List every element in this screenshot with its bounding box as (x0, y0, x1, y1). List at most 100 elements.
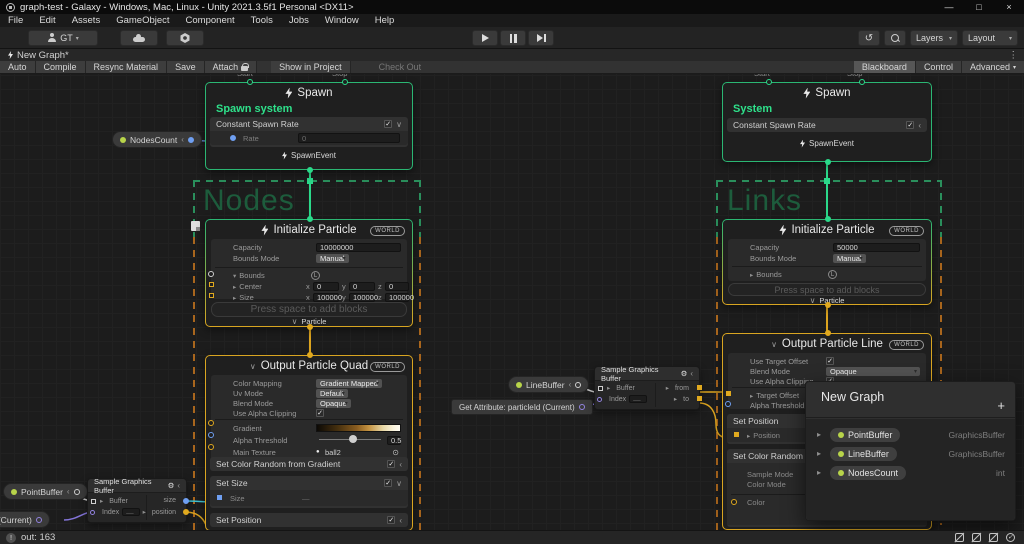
alpha-slider-knob[interactable] (349, 435, 357, 443)
alpha-threshold-input-port[interactable] (725, 401, 731, 407)
context-output-port[interactable] (307, 324, 313, 330)
parameter-row[interactable]: ▸ LineBuffer GraphicsBuffer (806, 444, 1015, 463)
index-input-port[interactable] (90, 510, 95, 515)
pill-output-port[interactable] (187, 136, 194, 143)
layout-dropdown[interactable]: Layout ▾ (962, 30, 1018, 46)
pill-output-port[interactable] (35, 516, 42, 523)
pill-output-port[interactable] (578, 404, 585, 410)
attach-button[interactable]: Attach (204, 61, 258, 73)
expand-chevron-icon[interactable]: ‹ (918, 120, 921, 130)
index-field[interactable]: — (629, 395, 648, 404)
close-button[interactable]: × (1006, 2, 1012, 12)
menu-help[interactable]: Help (374, 15, 395, 26)
pause-button[interactable] (500, 30, 526, 46)
initialize-particle-node[interactable]: Initialize Particle WORLD Capacity 10000… (205, 216, 414, 330)
parameter-row[interactable]: ▸ PointBuffer GraphicsBuffer (806, 425, 1015, 444)
bounds-input-port[interactable] (208, 271, 214, 277)
foldout-right-icon[interactable]: ▸ (817, 449, 822, 458)
stop-port[interactable] (342, 79, 348, 85)
gradient-field[interactable] (316, 424, 401, 432)
center-z-field[interactable]: 0 (385, 281, 409, 291)
context-input-port[interactable] (825, 330, 831, 336)
point-buffer-pill[interactable]: PointBuffer ‹ (3, 483, 88, 500)
size-y-field[interactable]: 100000 (349, 292, 378, 302)
collapse-chevron-icon[interactable]: ‹ (177, 481, 180, 490)
menu-gameobject[interactable]: GameObject (116, 15, 170, 26)
alpha-clip-checkbox[interactable]: ✓ (316, 409, 324, 417)
context-output-port[interactable] (825, 302, 831, 308)
resync-material-button[interactable]: Resync Material (85, 61, 168, 73)
spawn-output-port[interactable] (825, 159, 831, 165)
pill-output-port[interactable] (73, 488, 80, 495)
block-enabled-checkbox[interactable]: ✓ (906, 121, 915, 129)
block-enabled-checkbox[interactable]: ✓ (384, 120, 393, 128)
rate-input-port[interactable] (230, 135, 236, 141)
foldout-right-icon[interactable]: ▸ (673, 396, 678, 403)
blend-mode-dropdown[interactable]: Opaque ▾ (316, 398, 351, 408)
foldout-right-icon[interactable]: ▸ (100, 498, 104, 505)
advanced-dropdown[interactable]: Advanced ▾ (961, 61, 1024, 73)
add-block-placeholder[interactable]: Press space to add blocks (211, 302, 407, 317)
console-message-icon[interactable]: ! (6, 532, 16, 543)
size-input-port[interactable] (209, 293, 214, 298)
constant-spawn-rate-block[interactable]: Constant Spawn Rate ✓ ∨ Rate 0 (210, 117, 408, 147)
compile-button[interactable]: Compile (35, 61, 86, 73)
maximize-button[interactable]: □ (976, 2, 982, 12)
graph-tab[interactable]: New Graph* (17, 49, 69, 61)
line-buffer-pill[interactable]: LineBuffer ‹ (508, 376, 590, 393)
menu-file[interactable]: File (8, 15, 24, 26)
context-input-port[interactable] (307, 352, 313, 358)
space-toggle-icon[interactable]: L (828, 269, 837, 279)
foldout-right-icon[interactable]: ▸ (750, 271, 754, 279)
object-picker-icon[interactable]: ⊙ (392, 447, 399, 457)
account-dropdown[interactable]: GT ▾ (28, 30, 98, 46)
pill-output-port[interactable] (575, 381, 582, 388)
bounds-mode-dropdown[interactable]: Manual ▾ (833, 253, 866, 263)
constant-spawn-rate-block[interactable]: Constant Spawn Rate ✓ ‹ (727, 118, 927, 132)
menu-window[interactable]: Window (324, 15, 359, 26)
cloud-button[interactable] (120, 30, 158, 46)
color-mapping-dropdown[interactable]: Gradient Mapped ▾ (316, 378, 382, 388)
blend-mode-dropdown[interactable]: Opaque ▾ (826, 366, 920, 376)
context-input-port[interactable] (825, 216, 831, 222)
play-button[interactable] (472, 30, 498, 46)
color-input-port[interactable] (731, 499, 737, 505)
expand-chevron-icon[interactable]: ‹ (399, 459, 402, 469)
main-texture-input-port[interactable] (208, 444, 214, 450)
space-badge[interactable]: WORLD (370, 226, 405, 236)
show-in-project-button[interactable]: Show in Project (271, 61, 351, 73)
collapse-chevron-icon[interactable]: ‹ (66, 487, 70, 496)
alpha-threshold-input-port[interactable] (208, 432, 214, 438)
menu-jobs[interactable]: Jobs (288, 15, 309, 26)
to-output-port[interactable] (697, 396, 702, 401)
gear-icon[interactable]: ⚙ (167, 481, 175, 490)
start-port[interactable] (247, 79, 253, 85)
menu-assets[interactable]: Assets (71, 15, 101, 26)
check-status-icon[interactable]: ✓ (1006, 533, 1015, 542)
alpha-threshold-field[interactable]: 0.5 (387, 435, 401, 445)
foldout-down-icon[interactable]: ▾ (233, 272, 237, 280)
menu-tools[interactable]: Tools (250, 15, 273, 26)
space-toggle-icon[interactable]: L (311, 270, 320, 280)
gradient-input-port[interactable] (208, 420, 214, 426)
use-target-offset-checkbox[interactable]: ✓ (826, 357, 834, 365)
collab-disabled-icon[interactable] (954, 532, 965, 543)
cloud-disabled-icon[interactable] (988, 532, 999, 543)
stop-port[interactable] (859, 79, 865, 85)
more-options-icon[interactable]: ⋮ (1008, 49, 1019, 61)
position-output-port[interactable] (183, 509, 189, 515)
console-message[interactable]: out: 163 (21, 532, 56, 543)
position-input-port[interactable] (734, 432, 739, 437)
collapse-chevron-icon[interactable]: ‹ (568, 380, 572, 389)
minimize-button[interactable]: — (944, 2, 954, 12)
capacity-field[interactable]: 50000 (833, 242, 920, 252)
particle-id-pill[interactable]: particleId (Current) (0, 511, 50, 528)
space-badge[interactable]: WORLD (889, 340, 924, 350)
center-x-field[interactable]: 0 (313, 281, 339, 291)
save-button[interactable]: Save (167, 61, 205, 73)
spawn-context-node[interactable]: Spawn Spawn system Constant Spawn Rate ✓… (205, 79, 413, 173)
center-y-field[interactable]: 0 (349, 281, 375, 291)
foldout-right-icon[interactable]: ▸ (817, 468, 822, 477)
menu-edit[interactable]: Edit (39, 15, 56, 26)
blackboard-panel[interactable]: New Graph + ▸ PointBuffer GraphicsBuffer… (805, 381, 1016, 521)
